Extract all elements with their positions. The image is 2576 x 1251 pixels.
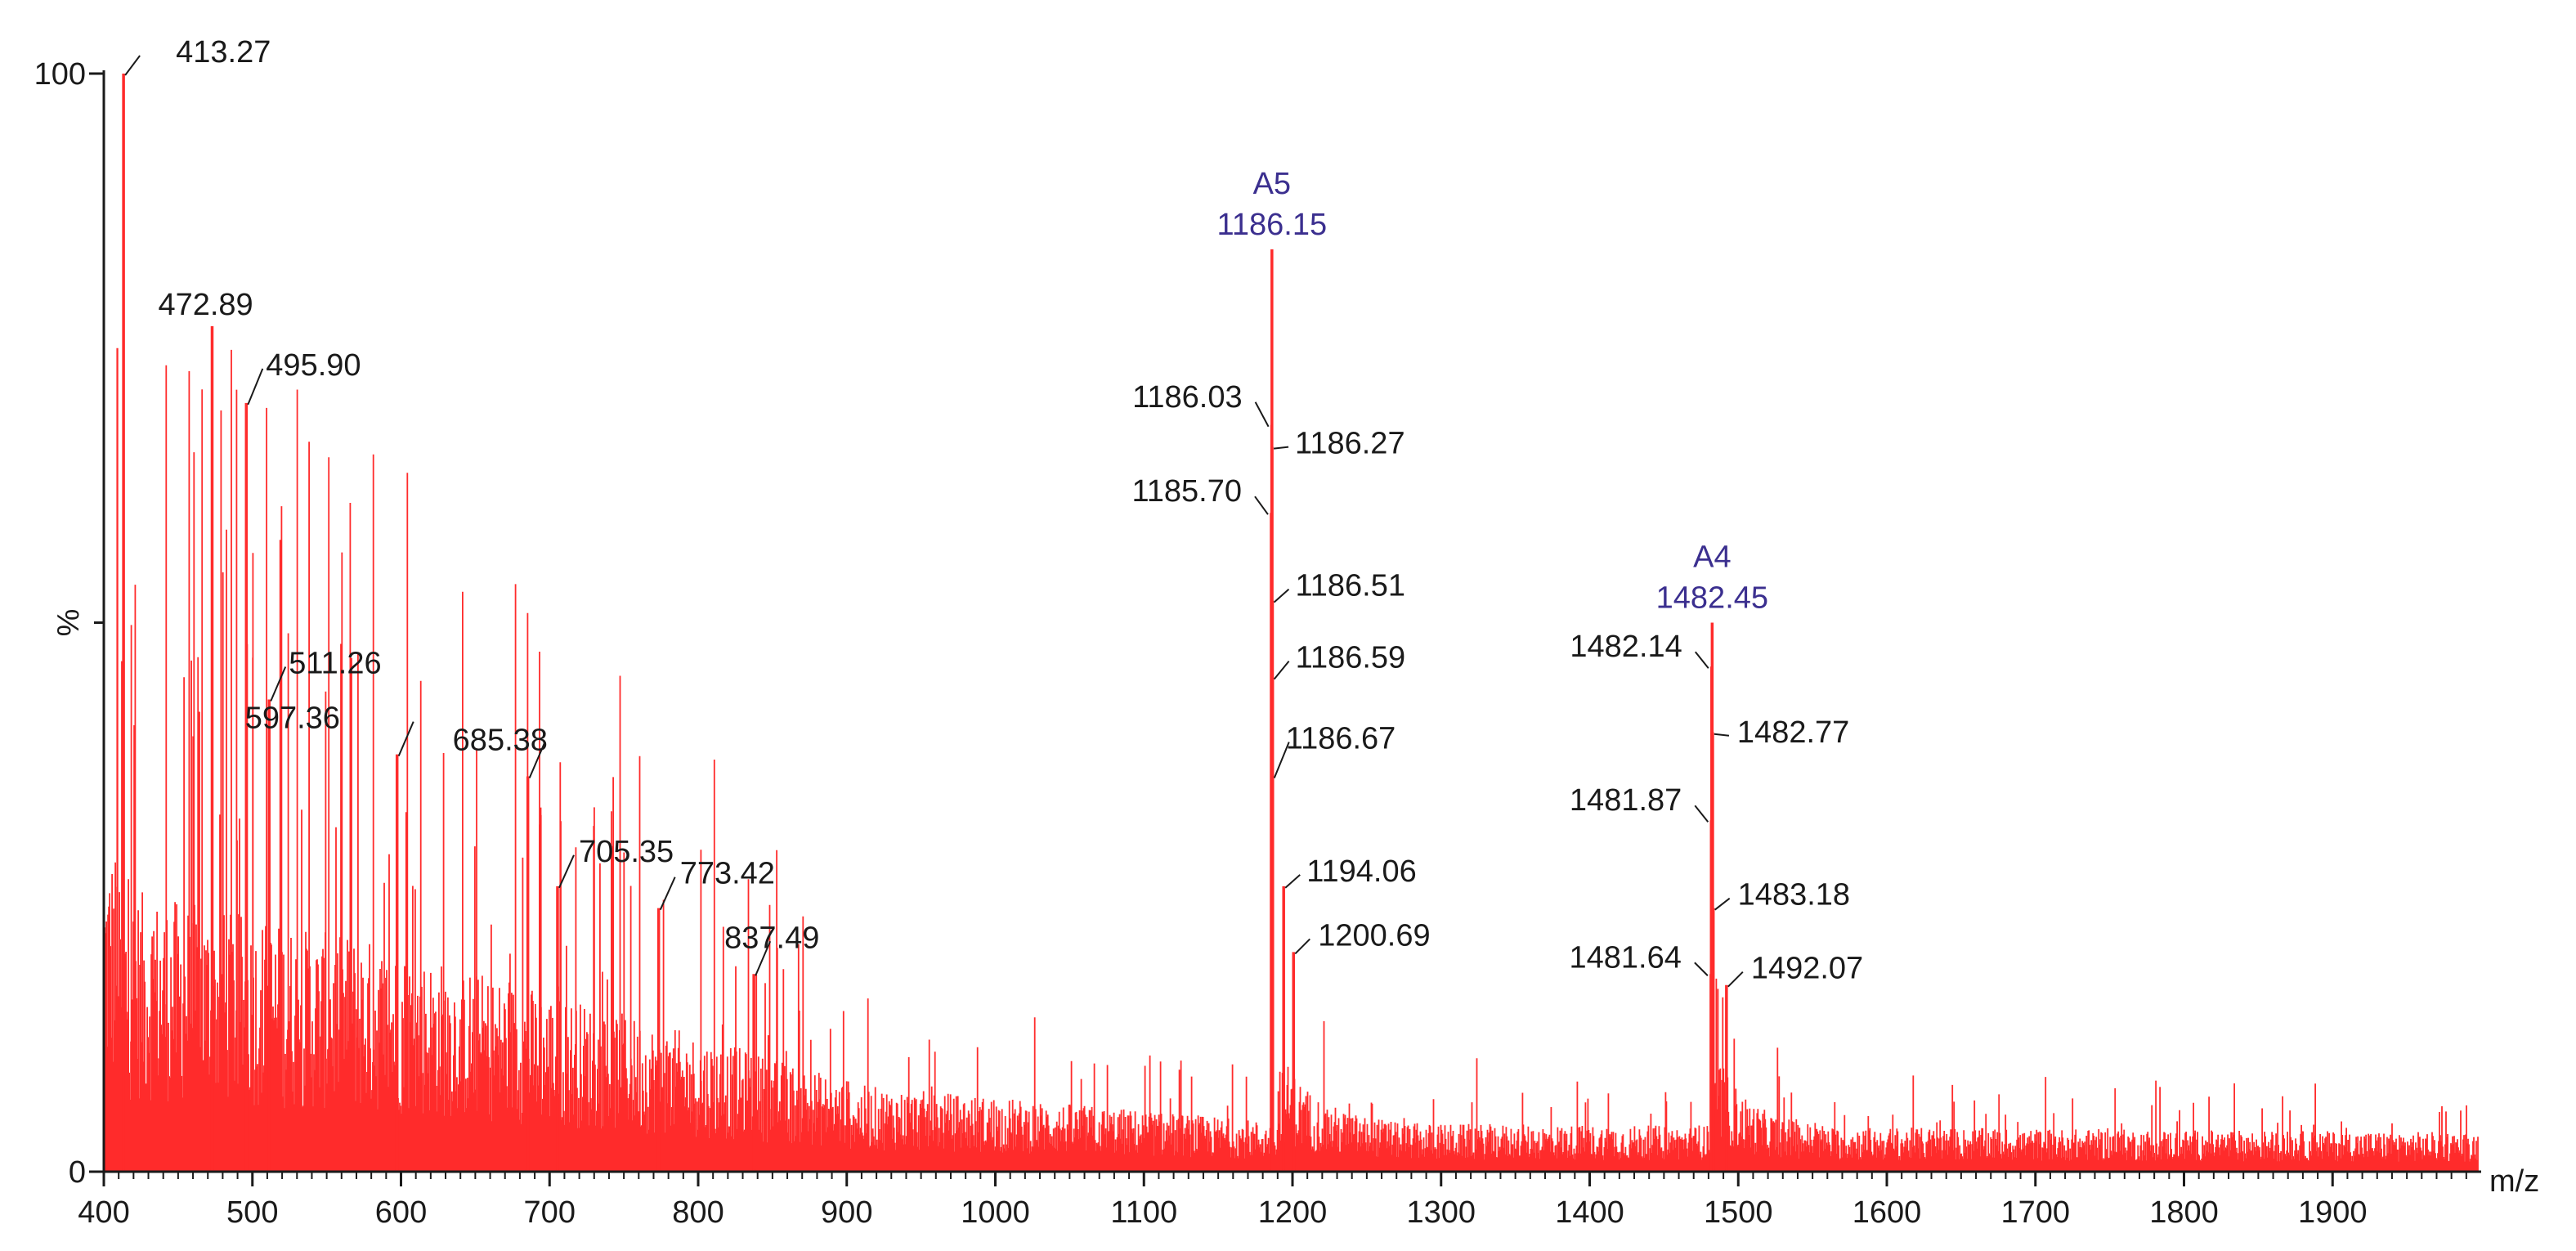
- leader-line: [1694, 805, 1709, 823]
- spectrum-noise-trace: [104, 348, 2479, 1172]
- x-tick-label: 1100: [1110, 1195, 1177, 1230]
- leader-line: [1254, 401, 1270, 428]
- leader-line: [1727, 971, 1744, 988]
- x-tick-label: 800: [672, 1195, 724, 1230]
- leader-line: [1694, 962, 1709, 976]
- peak-label-1483-18: 1483.18: [1738, 878, 1850, 912]
- leader-line: [659, 877, 676, 911]
- x-tick-label: 1700: [2000, 1195, 2070, 1230]
- leader-line: [1273, 661, 1290, 680]
- peak-label-511-26: 511.26: [289, 647, 381, 681]
- ion-mz-label-a5: 1186.15: [1217, 208, 1328, 242]
- peak-label-1481-64: 1481.64: [1570, 940, 1682, 975]
- leader-line: [1714, 897, 1731, 911]
- x-tick-label: 1200: [1258, 1195, 1328, 1230]
- spectrum-peaks: [122, 74, 1728, 1172]
- ion-label-a4: A4: [1693, 540, 1731, 575]
- y-axis-title: %: [52, 609, 86, 637]
- x-tick-label: 1400: [1555, 1195, 1624, 1230]
- leader-line: [270, 666, 287, 702]
- x-tick-label: 400: [78, 1195, 129, 1230]
- x-axis-title: m/z: [2489, 1164, 2539, 1199]
- leader-line: [1714, 733, 1730, 737]
- leader-line: [1273, 742, 1290, 778]
- x-tick-label: 1900: [2298, 1195, 2368, 1230]
- leader-line: [1695, 651, 1709, 669]
- peak-label-1481-87: 1481.87: [1570, 783, 1682, 818]
- x-tick-label: 900: [821, 1195, 872, 1230]
- axes: 400 500 600 700 800 900 1000 1100 1200 1300 1400 15…: [34, 57, 2540, 1230]
- x-tick-label: 500: [226, 1195, 278, 1230]
- leader-line: [755, 940, 772, 976]
- peak-label-1186-27: 1186.27: [1295, 427, 1405, 461]
- leader-line: [558, 854, 575, 889]
- peak-label-1186-51: 1186.51: [1295, 569, 1405, 603]
- peak-label-1194-06: 1194.06: [1306, 854, 1417, 889]
- peak-label-495-90: 495.90: [266, 348, 361, 383]
- peak-label-837-49: 837.49: [724, 921, 819, 955]
- x-tick-label: 700: [524, 1195, 576, 1230]
- y-tick-label: 100: [34, 57, 86, 92]
- leader-line: [247, 368, 264, 406]
- peak-label-1482-77: 1482.77: [1737, 715, 1849, 750]
- peak-label-1482-14: 1482.14: [1570, 630, 1682, 664]
- x-tick-label: 1800: [2149, 1195, 2219, 1230]
- peak-label-705-35: 705.35: [579, 835, 674, 869]
- peak-labels: 413.27 472.89 495.90 511.26 597.36 685.38 705.…: [124, 35, 1863, 988]
- leader-line: [1284, 874, 1301, 889]
- leader-line: [1273, 446, 1289, 450]
- leader-line: [1254, 495, 1269, 515]
- peak-label-1200-69: 1200.69: [1318, 918, 1430, 953]
- peak-label-1186-67: 1186.67: [1286, 722, 1396, 756]
- x-tick-label: 1000: [961, 1195, 1030, 1230]
- leader-line: [124, 55, 141, 76]
- peak-label-773-42: 773.42: [680, 857, 775, 891]
- spectrum-noise: [104, 348, 2479, 1172]
- ion-label-a5: A5: [1253, 167, 1291, 201]
- peak-label-472-89: 472.89: [158, 288, 253, 322]
- peak-label-1185-70: 1185.70: [1131, 474, 1242, 509]
- ion-mz-label-a4: 1482.45: [1656, 581, 1768, 616]
- peak-label-685-38: 685.38: [453, 724, 548, 758]
- leader-line: [1294, 938, 1310, 955]
- y-tick-label: 0: [69, 1155, 86, 1190]
- x-tick-label: 600: [375, 1195, 427, 1230]
- x-tick-label: 1500: [1704, 1195, 1773, 1230]
- peak-label-1186-59: 1186.59: [1296, 641, 1406, 675]
- peak-label-597-36: 597.36: [245, 702, 340, 736]
- leader-line: [528, 743, 545, 778]
- leader-line: [397, 721, 414, 757]
- x-tick-label: 1600: [1852, 1195, 1922, 1230]
- peak-label-1492-07: 1492.07: [1751, 952, 1863, 986]
- x-tick-label: 1300: [1406, 1195, 1476, 1230]
- peak-label-1186-03: 1186.03: [1132, 380, 1243, 415]
- leader-line: [1273, 588, 1290, 603]
- peak-label-413-27: 413.27: [176, 35, 271, 70]
